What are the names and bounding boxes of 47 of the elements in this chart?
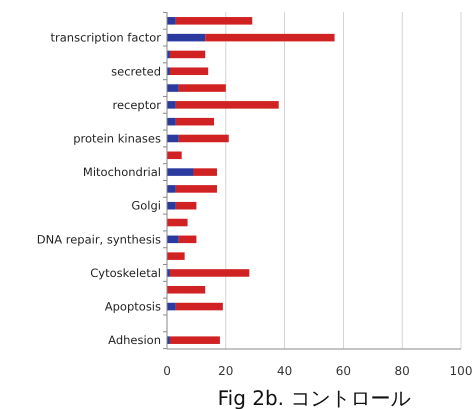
x-tick-label: 60: [336, 364, 352, 378]
bar: [167, 236, 179, 244]
bar: [170, 269, 250, 277]
bar: [205, 34, 335, 42]
y-tick-label: DNA repair, synthesis: [36, 232, 162, 246]
bar: [167, 134, 179, 142]
x-tick-label: 20: [218, 364, 234, 378]
bar: [167, 17, 176, 25]
bar: [167, 118, 176, 126]
bar: [176, 302, 223, 310]
y-tick-label: Apoptosis: [104, 300, 161, 314]
bar: [167, 252, 185, 260]
y-tick-label: receptor: [112, 98, 162, 112]
bar: [193, 168, 217, 176]
bar: [167, 218, 188, 226]
bar: [167, 302, 176, 310]
x-tick-label: 0: [163, 364, 171, 378]
bar: [170, 50, 206, 58]
bar: [167, 185, 176, 193]
x-tick-label: 40: [276, 364, 292, 378]
bar: [167, 84, 179, 92]
bar: [178, 134, 229, 142]
y-tick-label: Cytoskeletal: [90, 266, 161, 280]
bar: [167, 34, 206, 42]
bar: [167, 168, 194, 176]
bar: [176, 185, 217, 193]
bar: [176, 101, 279, 109]
y-tick-label: protein kinases: [73, 132, 161, 146]
bar: [170, 336, 220, 344]
bar: [167, 286, 206, 294]
bar: [178, 236, 196, 244]
text: Fig 2b. コントロール: [218, 386, 410, 409]
bar: [170, 67, 208, 76]
bar: [167, 202, 176, 210]
bar: [167, 101, 176, 109]
bar: [178, 84, 226, 92]
bar: [176, 118, 214, 126]
y-tick-label: transcription factor: [50, 30, 162, 45]
y-tick-label: Adhesion: [108, 333, 161, 348]
y-tick-label: Mitochondrial: [82, 165, 161, 180]
bar: [167, 152, 182, 160]
bar: [176, 202, 196, 210]
x-tick-label: 100: [450, 364, 472, 378]
y-tick-label: secreted: [111, 64, 161, 78]
y-tick-label: Golgi: [131, 198, 161, 213]
x-tick-label: 80: [394, 364, 410, 378]
bar: [176, 17, 252, 25]
